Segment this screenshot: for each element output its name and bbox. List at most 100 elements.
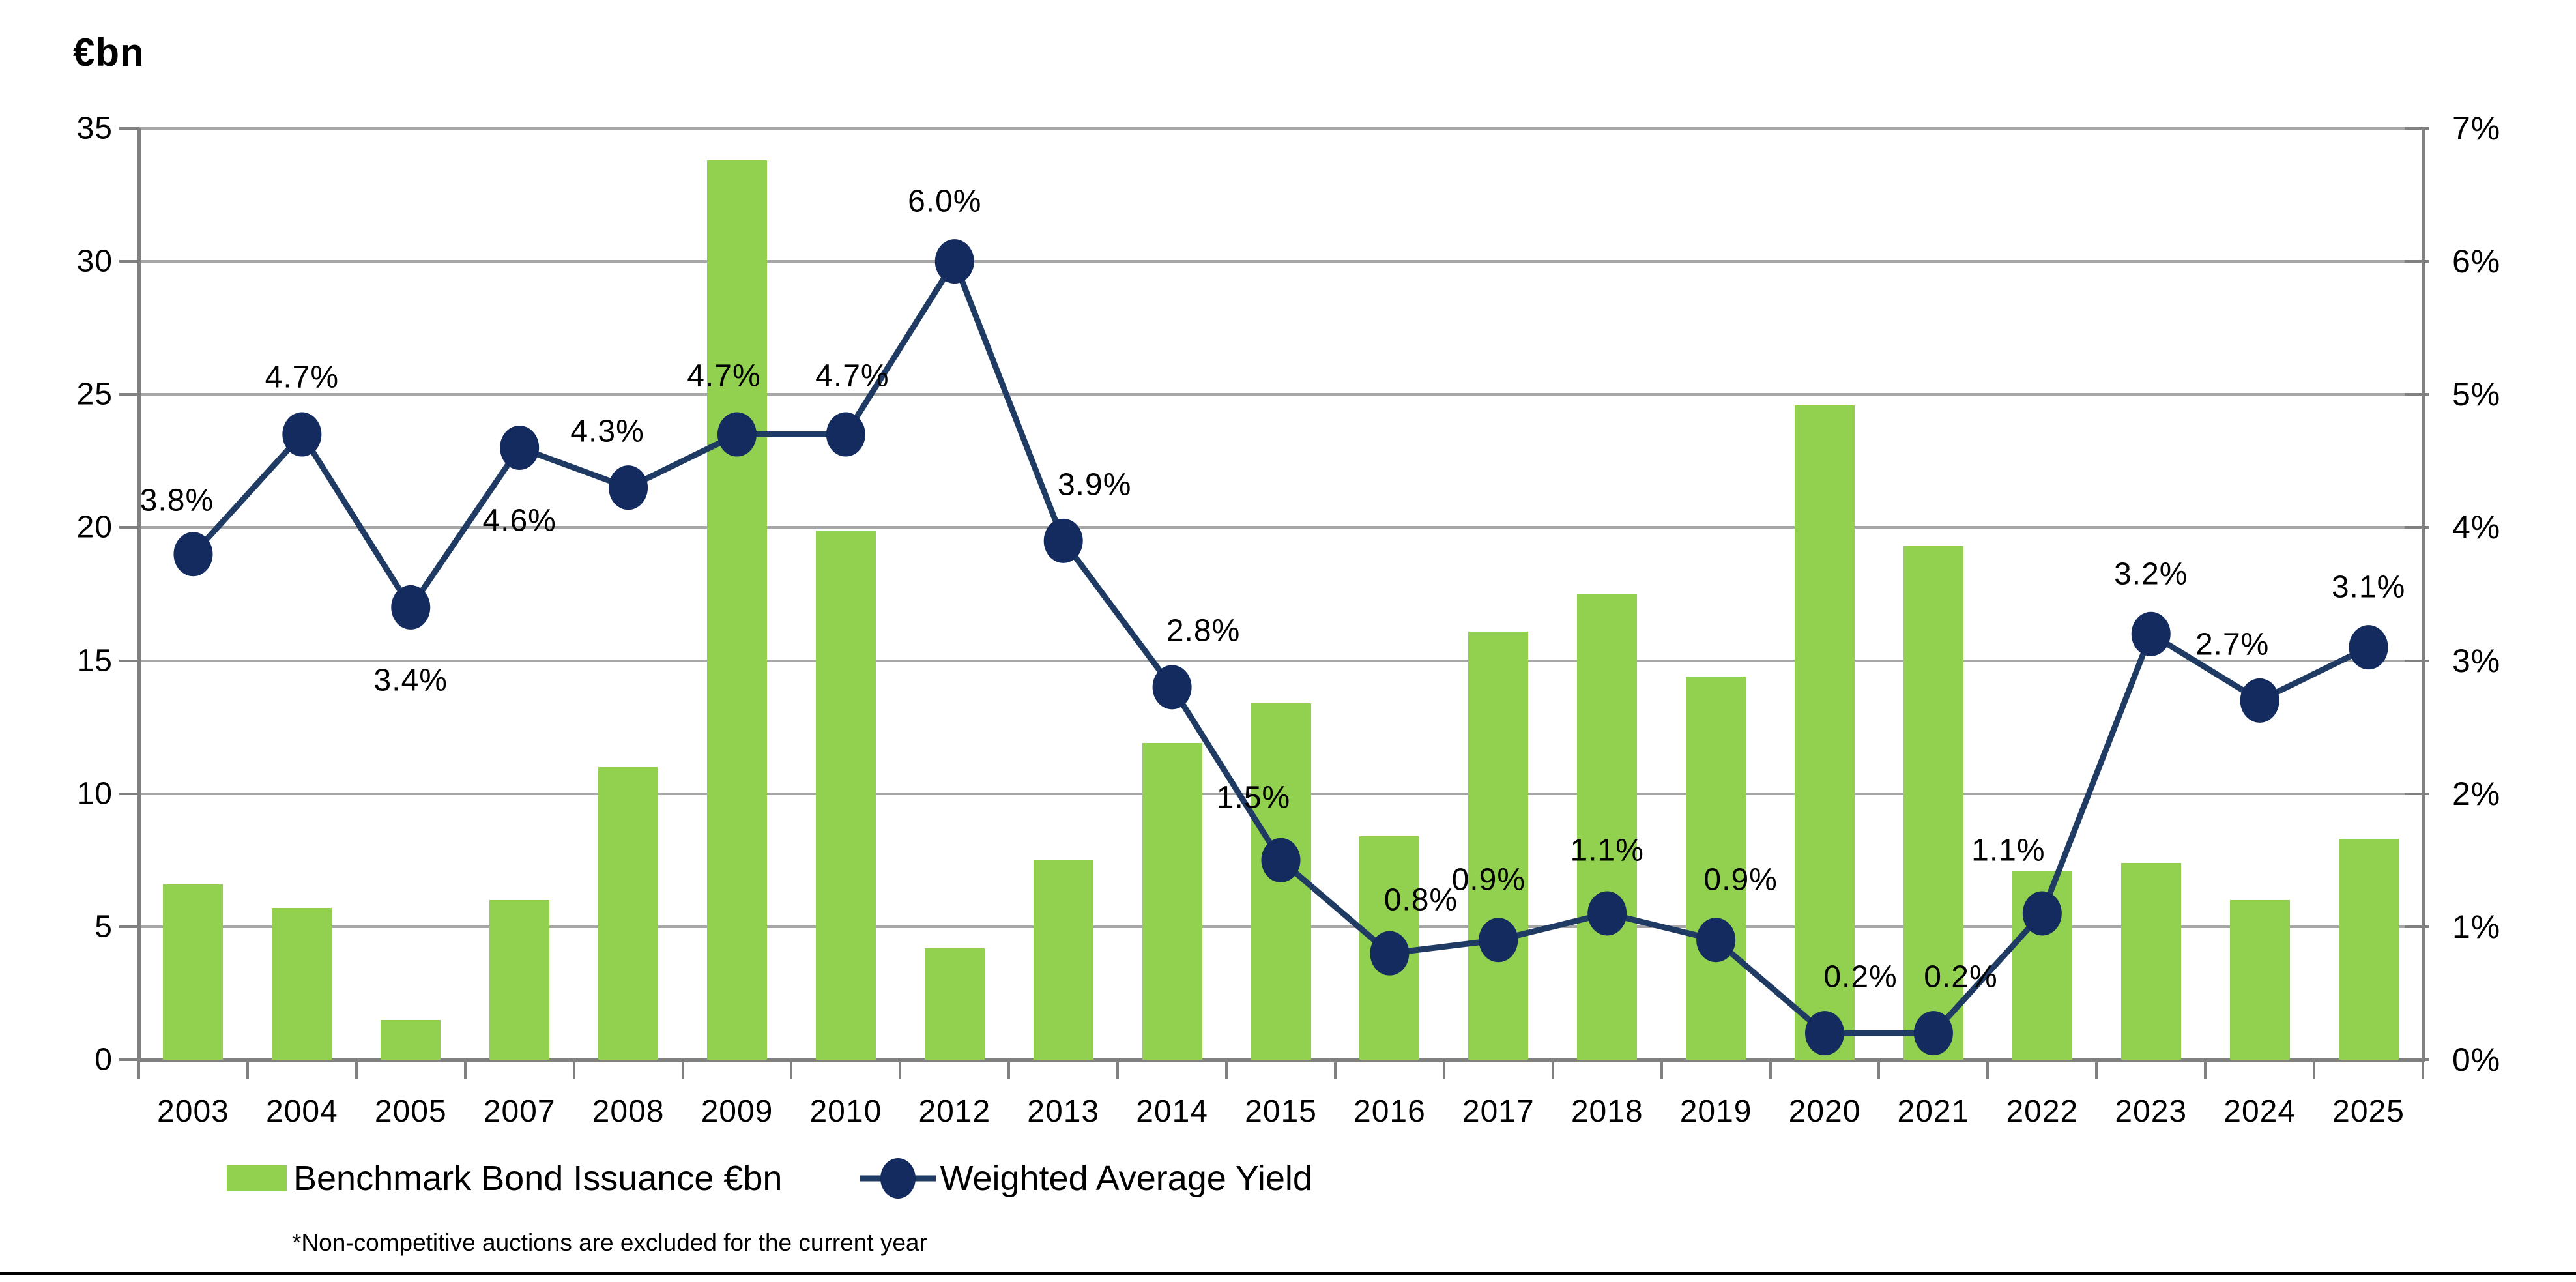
- yield-marker-2024: [2240, 678, 2279, 723]
- yield-marker-2019: [1696, 918, 1736, 963]
- yield-label-2018: 1.1%: [1570, 833, 1644, 868]
- right-axis-tick: [2405, 526, 2429, 529]
- x-axis-label: 2025: [2332, 1094, 2405, 1129]
- x-axis-label: 2014: [1136, 1094, 1208, 1129]
- yield-marker-2012: [934, 239, 974, 284]
- yield-marker-2018: [1587, 891, 1627, 936]
- right-axis-label: 5%: [2452, 376, 2501, 413]
- bar-series-label: Benchmark Bond Issuance €bn: [293, 1159, 783, 1198]
- bar-series-swatch: [227, 1165, 287, 1191]
- left-axis-label: 35: [76, 111, 113, 146]
- bar-2009: [706, 160, 767, 1060]
- x-axis-label: 2008: [592, 1094, 665, 1129]
- yield-label-2025: 3.1%: [2331, 570, 2406, 605]
- yield-marker-2010: [826, 412, 865, 457]
- right-axis-label: 7%: [2452, 110, 2501, 147]
- bar-2020: [1795, 405, 1855, 1060]
- x-axis-label: 2016: [1353, 1094, 1426, 1129]
- right-axis-tick: [2405, 925, 2429, 928]
- yield-marker-2007: [500, 425, 540, 470]
- right-axis-tick: [2405, 260, 2429, 263]
- left-axis-line: [137, 128, 141, 1062]
- left-axis-tick: [119, 127, 139, 130]
- gridline: [139, 260, 2423, 263]
- right-axis-label: 4%: [2452, 509, 2501, 546]
- x-axis-line: [139, 1058, 2423, 1062]
- yield-marker-2017: [1479, 918, 1518, 963]
- yield-label-2024: 2.7%: [2195, 627, 2270, 662]
- bar-2012: [924, 948, 985, 1060]
- yield-label-2019: 0.9%: [1703, 862, 1778, 897]
- x-axis-tick: [1551, 1060, 1554, 1079]
- yield-label-2015: 1.5%: [1216, 780, 1291, 815]
- yield-label-2021: 0.2%: [1924, 959, 1998, 995]
- x-axis-tick: [2204, 1060, 2207, 1079]
- bar-2014: [1142, 743, 1202, 1060]
- yield-line: [173, 239, 2388, 1056]
- x-axis-label: 2017: [1462, 1094, 1535, 1129]
- yield-marker-2005: [391, 585, 431, 630]
- gridline: [139, 659, 2423, 662]
- bar-2004: [272, 908, 332, 1060]
- x-axis-label: 2009: [701, 1094, 774, 1129]
- right-axis-label: 3%: [2452, 642, 2501, 679]
- x-axis-tick: [137, 1060, 140, 1079]
- left-axis-tick: [119, 526, 139, 529]
- right-axis-label: 6%: [2452, 243, 2501, 280]
- yield-marker-2020: [1805, 1011, 1845, 1056]
- yield-label-2007: 4.6%: [482, 503, 557, 538]
- left-axis-label: 25: [76, 377, 113, 412]
- gridline: [139, 526, 2423, 529]
- yield-label-2013: 3.9%: [1057, 467, 1132, 503]
- yield-label-2009: 4.7%: [687, 358, 761, 394]
- x-axis-tick: [681, 1060, 684, 1079]
- left-axis-tick: [119, 1058, 139, 1061]
- bar-2008: [598, 766, 659, 1060]
- x-axis-tick: [790, 1060, 793, 1079]
- x-axis-tick: [2422, 1060, 2424, 1079]
- yield-label-2005: 3.4%: [373, 663, 448, 698]
- line-series-marker-icon: [860, 1158, 936, 1199]
- yield-label-2008: 4.3%: [570, 414, 644, 449]
- left-axis-label: 20: [76, 510, 113, 545]
- x-axis-label: 2023: [2115, 1094, 2188, 1129]
- right-axis-tick: [2405, 659, 2429, 662]
- x-axis-label: 2004: [265, 1094, 338, 1129]
- bar-2013: [1033, 860, 1093, 1060]
- x-axis-tick: [1877, 1060, 1881, 1079]
- x-axis-label: 2007: [483, 1094, 556, 1129]
- yield-marker-2014: [1152, 665, 1192, 710]
- yield-marker-2013: [1043, 518, 1083, 563]
- yield-marker-2008: [609, 465, 648, 510]
- yield-label-2023: 3.2%: [2114, 557, 2188, 592]
- yield-marker-2015: [1261, 838, 1301, 882]
- x-axis-label: 2018: [1570, 1094, 1643, 1129]
- left-axis-label: 5: [94, 909, 113, 944]
- left-axis-tick: [119, 792, 139, 795]
- x-axis-label: 2003: [157, 1094, 229, 1129]
- yield-marker-2004: [282, 412, 322, 457]
- bar-2025: [2338, 839, 2399, 1060]
- yield-label-2003: 3.8%: [139, 483, 214, 518]
- x-axis-tick: [1660, 1060, 1663, 1079]
- left-axis-tick: [119, 393, 139, 396]
- yield-label-2012: 6.0%: [908, 184, 982, 219]
- x-axis-tick: [1333, 1060, 1337, 1079]
- bar-2023: [2120, 862, 2181, 1060]
- footnote: *Non-competitive auctions are excluded f…: [292, 1229, 927, 1256]
- x-axis-label: 2019: [1679, 1094, 1752, 1129]
- gridline: [139, 393, 2423, 396]
- left-axis-label: 10: [76, 776, 113, 811]
- bar-2019: [1686, 677, 1746, 1060]
- x-axis-tick: [899, 1060, 902, 1079]
- bar-2017: [1468, 631, 1529, 1060]
- x-axis-tick: [463, 1060, 467, 1079]
- x-axis-tick: [572, 1060, 575, 1079]
- bar-2021: [1903, 546, 1963, 1060]
- line-series-label: Weighted Average Yield: [940, 1159, 1312, 1198]
- x-axis-tick: [2313, 1060, 2316, 1079]
- bar-2024: [2229, 900, 2290, 1060]
- left-axis-tick: [119, 925, 139, 928]
